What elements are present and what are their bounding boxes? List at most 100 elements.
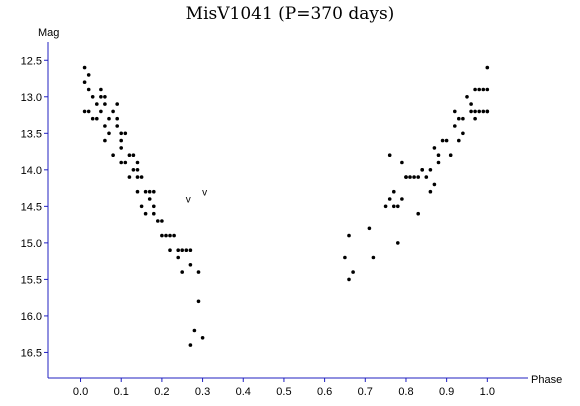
data-point <box>387 197 392 201</box>
data-point <box>473 116 477 121</box>
y-tick-label: 14.0 <box>21 165 42 177</box>
x-tick-label: 0.1 <box>114 386 129 398</box>
data-point <box>440 138 445 143</box>
data-point <box>444 138 449 143</box>
data-point <box>119 160 123 165</box>
data-point <box>139 204 144 209</box>
data-point <box>436 160 441 165</box>
data-point <box>103 95 107 99</box>
data-point <box>200 336 205 340</box>
data-point <box>457 138 461 143</box>
data-point <box>131 153 136 157</box>
data-point <box>156 219 160 223</box>
data-point <box>160 219 164 223</box>
x-tick-label: 0.0 <box>73 386 88 398</box>
data-point <box>127 175 132 179</box>
y-tick-label: 14.5 <box>21 201 42 213</box>
data-point <box>453 124 457 128</box>
data-point <box>135 175 140 179</box>
data-point <box>473 109 477 114</box>
data-point <box>420 168 425 172</box>
data-point <box>416 175 421 179</box>
data-point <box>107 116 111 121</box>
data-point <box>147 189 152 194</box>
data-point <box>196 270 201 274</box>
data-point <box>176 255 180 260</box>
upper-limit-marker: v <box>202 187 207 198</box>
annotations: vv <box>186 187 207 205</box>
data-point <box>469 109 473 114</box>
data-point <box>347 277 351 282</box>
data-point <box>180 248 184 252</box>
data-point <box>111 109 115 114</box>
x-tick-label: 0.2 <box>154 386 169 398</box>
data-point <box>152 211 156 216</box>
data-point <box>188 343 193 347</box>
x-tick-label: 0.5 <box>276 386 291 398</box>
data-point <box>103 124 107 128</box>
data-point <box>424 175 429 179</box>
data-point <box>192 328 197 333</box>
data-point <box>383 204 388 209</box>
data-point <box>160 233 164 238</box>
data-point <box>143 189 148 194</box>
data-point <box>135 168 140 172</box>
data-point <box>123 131 128 136</box>
data-point <box>123 160 128 165</box>
data-point <box>168 233 172 238</box>
data-point <box>400 160 404 165</box>
data-point <box>184 248 189 252</box>
data-point <box>188 248 193 252</box>
x-tick-label: 0.8 <box>398 386 413 398</box>
data-point <box>485 109 490 114</box>
data-point <box>400 197 404 201</box>
data-point <box>115 124 119 128</box>
y-tick-label: 12.5 <box>21 55 42 67</box>
data-point <box>428 189 433 194</box>
data-point <box>448 153 453 157</box>
chart-title: MisV1041 (P=370 days) <box>186 4 395 24</box>
data-point <box>481 87 486 92</box>
data-point <box>485 65 490 70</box>
data-point <box>95 102 99 106</box>
data-point <box>416 211 421 216</box>
data-point <box>99 87 103 92</box>
data-point <box>461 116 465 121</box>
y-tick-label: 13.5 <box>21 128 42 140</box>
data-point <box>143 211 148 216</box>
data-point <box>86 87 91 92</box>
data-point <box>152 189 156 194</box>
data-point <box>99 95 103 99</box>
x-tick-label: 0.7 <box>358 386 373 398</box>
x-tick-label: 0.9 <box>439 386 454 398</box>
data-point <box>392 189 396 194</box>
data-point <box>188 263 193 267</box>
y-axis-label: Mag <box>38 27 59 39</box>
data-point <box>404 175 408 179</box>
data-point <box>119 131 123 136</box>
data-point <box>176 248 180 252</box>
data-point <box>432 146 437 150</box>
data-point <box>95 116 99 121</box>
data-point <box>119 146 123 150</box>
data-point <box>351 270 355 274</box>
data-point <box>432 182 437 187</box>
data-point <box>453 109 457 114</box>
data-point <box>82 80 87 84</box>
data-point <box>180 270 184 274</box>
data-point <box>465 95 469 99</box>
data-point <box>131 168 136 172</box>
data-point <box>86 109 91 114</box>
data-point <box>107 131 111 136</box>
data-point <box>457 116 461 121</box>
data-point <box>103 138 107 143</box>
upper-limit-marker: v <box>186 195 191 206</box>
data-point <box>477 87 482 92</box>
data-point <box>473 87 477 92</box>
x-tick-label: 1.0 <box>480 386 495 398</box>
x-tick-label: 0.3 <box>195 386 210 398</box>
data-point <box>371 255 376 260</box>
data-point <box>481 109 486 114</box>
data-points <box>82 65 490 347</box>
data-point <box>412 175 416 179</box>
